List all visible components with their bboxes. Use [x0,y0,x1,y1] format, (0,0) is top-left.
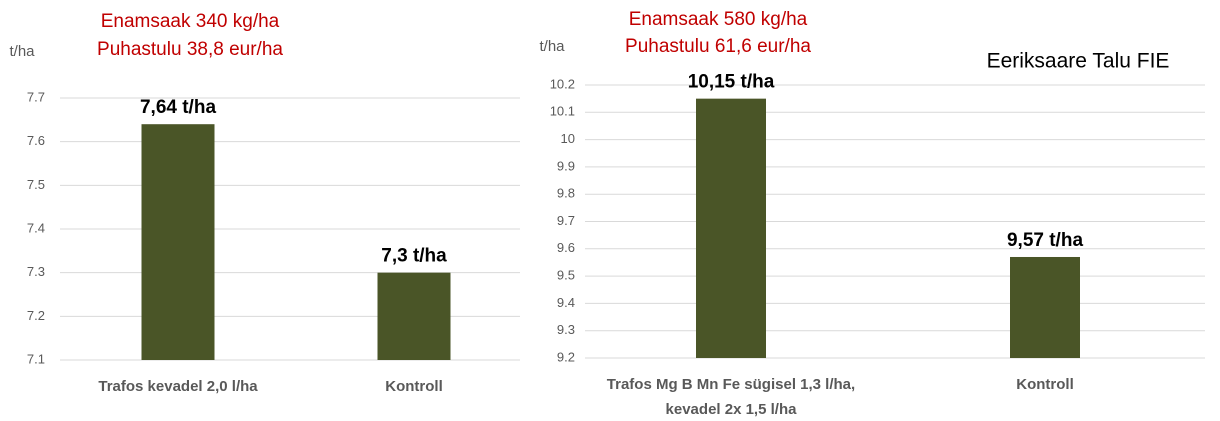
y-tick-label: 9.2 [557,349,575,364]
y-tick-label: 7.5 [27,177,45,192]
value-label: 7,3 t/ha [381,246,447,267]
annotation: Enamsaak 580 kg/ha [629,9,808,30]
y-tick-label: 7.2 [27,308,45,323]
annotation: Puhastulu 38,8 eur/ha [97,39,283,60]
bar [696,98,766,359]
y-tick-label: 7.3 [27,264,45,279]
y-tick-label: 10.1 [550,104,575,119]
x-tick-label: Kontroll [1016,376,1074,393]
y-tick-label: 9.3 [557,322,575,337]
y-tick-label: 7.4 [27,220,45,235]
y-tick-label: 9.6 [557,240,575,255]
y-tick-label: 9.8 [557,186,575,201]
bar [377,272,451,360]
bar [141,124,215,360]
annotation: Enamsaak 340 kg/ha [101,11,280,32]
x-tick-label: kevadel 2x 1,5 l/ha [666,401,798,418]
y-tick-label: 9.5 [557,268,575,283]
bar [1010,256,1080,358]
y-tick-label: 10.2 [550,76,575,91]
x-tick-label: Kontroll [385,378,443,395]
y-axis-label: t/ha [9,43,35,60]
y-tick-label: 7.7 [27,89,45,104]
value-label: 10,15 t/ha [688,72,775,93]
y-tick-label: 9.9 [557,158,575,173]
y-tick-label: 7.6 [27,133,45,148]
annotation: Puhastulu 61,6 eur/ha [625,36,811,57]
value-label: 7,64 t/ha [140,97,216,118]
y-axis-label: t/ha [539,38,565,55]
y-tick-label: 9.7 [557,213,575,228]
y-tick-label: 9.4 [557,295,575,310]
subtitle: Eeriksaare Talu FIE [987,50,1170,73]
value-label: 9,57 t/ha [1007,230,1083,251]
x-tick-label: Trafos kevadel 2,0 l/ha [98,378,258,395]
y-tick-label: 10 [561,131,575,146]
x-tick-label: Trafos Mg B Mn Fe sügisel 1,3 l/ha, [607,376,855,393]
y-tick-label: 7.1 [27,351,45,366]
